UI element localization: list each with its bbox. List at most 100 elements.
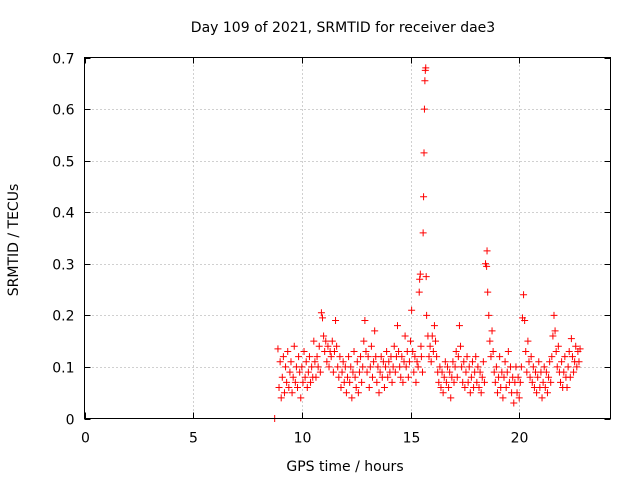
data-point — [280, 389, 288, 397]
data-point — [416, 275, 424, 283]
data-point — [305, 353, 313, 361]
data-point — [522, 347, 530, 355]
data-point — [460, 358, 468, 366]
data-point — [502, 384, 510, 392]
data-point — [303, 384, 311, 392]
data-point — [430, 322, 438, 330]
data-point — [423, 311, 431, 319]
data-point — [567, 335, 575, 343]
data-point — [402, 363, 410, 371]
data-point — [339, 358, 347, 366]
data-point — [563, 384, 571, 392]
data-point — [371, 327, 379, 335]
data-point — [410, 368, 418, 376]
data-point — [428, 332, 436, 340]
data-point — [352, 384, 360, 392]
data-point — [575, 358, 583, 366]
data-point — [323, 358, 331, 366]
data-point — [468, 358, 476, 366]
data-point — [438, 368, 446, 376]
data-point — [450, 378, 458, 386]
data-point — [319, 314, 327, 322]
data-point — [467, 373, 475, 381]
data-point — [443, 363, 451, 371]
data-point — [275, 384, 283, 392]
data-point — [516, 378, 524, 386]
data-point — [457, 342, 465, 350]
data-point — [493, 389, 501, 397]
data-point — [473, 378, 481, 386]
data-point — [524, 337, 532, 345]
data-point — [328, 337, 336, 345]
data-point — [348, 394, 356, 402]
data-point — [370, 358, 378, 366]
data-point — [480, 378, 488, 386]
x-tick-label: 0 — [81, 431, 90, 447]
y-tick-label: 0.1 — [52, 361, 74, 377]
data-point — [422, 273, 430, 281]
data-point — [282, 363, 290, 371]
data-point — [325, 363, 333, 371]
data-point — [551, 327, 559, 335]
data-point — [540, 363, 548, 371]
data-point — [463, 353, 471, 361]
data-point — [484, 288, 492, 296]
data-point — [380, 384, 388, 392]
data-point — [362, 347, 370, 355]
data-point — [489, 347, 497, 355]
data-point — [475, 384, 483, 392]
data-point — [425, 353, 433, 361]
data-point — [364, 353, 372, 361]
data-point — [435, 378, 443, 386]
data-point — [458, 363, 466, 371]
data-point — [395, 347, 403, 355]
data-point — [374, 363, 382, 371]
data-point — [510, 399, 518, 407]
data-point — [289, 373, 297, 381]
data-point — [296, 368, 304, 376]
data-point — [572, 342, 580, 350]
data-point — [294, 384, 302, 392]
data-point — [526, 373, 534, 381]
data-point — [490, 368, 498, 376]
data-point — [483, 247, 491, 255]
data-point — [452, 347, 460, 355]
data-point — [313, 353, 321, 361]
data-point — [529, 363, 537, 371]
data-point — [568, 353, 576, 361]
data-point — [312, 373, 320, 381]
data-point — [359, 363, 367, 371]
data-point — [342, 389, 350, 397]
data-point — [427, 358, 435, 366]
data-point — [442, 378, 450, 386]
data-point — [317, 309, 325, 317]
data-point — [485, 311, 493, 319]
data-point — [520, 291, 528, 299]
y-tick-label: 0.2 — [52, 309, 74, 325]
data-point — [299, 378, 307, 386]
data-point — [474, 363, 482, 371]
data-point — [338, 368, 346, 376]
data-point — [288, 389, 296, 397]
data-point — [366, 363, 374, 371]
x-tick-label: 15 — [403, 431, 421, 447]
data-point — [548, 353, 556, 361]
data-point — [421, 77, 429, 85]
data-point — [564, 363, 572, 371]
data-point — [361, 317, 369, 325]
data-point — [377, 353, 385, 361]
data-point — [389, 363, 397, 371]
x-axis-label: GPS time / hours — [286, 459, 403, 475]
data-point — [329, 368, 337, 376]
data-point — [503, 368, 511, 376]
y-tick-label: 0.7 — [52, 52, 74, 68]
data-point — [417, 342, 425, 350]
data-point — [546, 358, 554, 366]
data-point — [453, 373, 461, 381]
data-point — [316, 368, 324, 376]
data-point — [274, 345, 282, 353]
data-point — [514, 373, 522, 381]
data-point — [409, 347, 417, 355]
data-point — [287, 358, 295, 366]
